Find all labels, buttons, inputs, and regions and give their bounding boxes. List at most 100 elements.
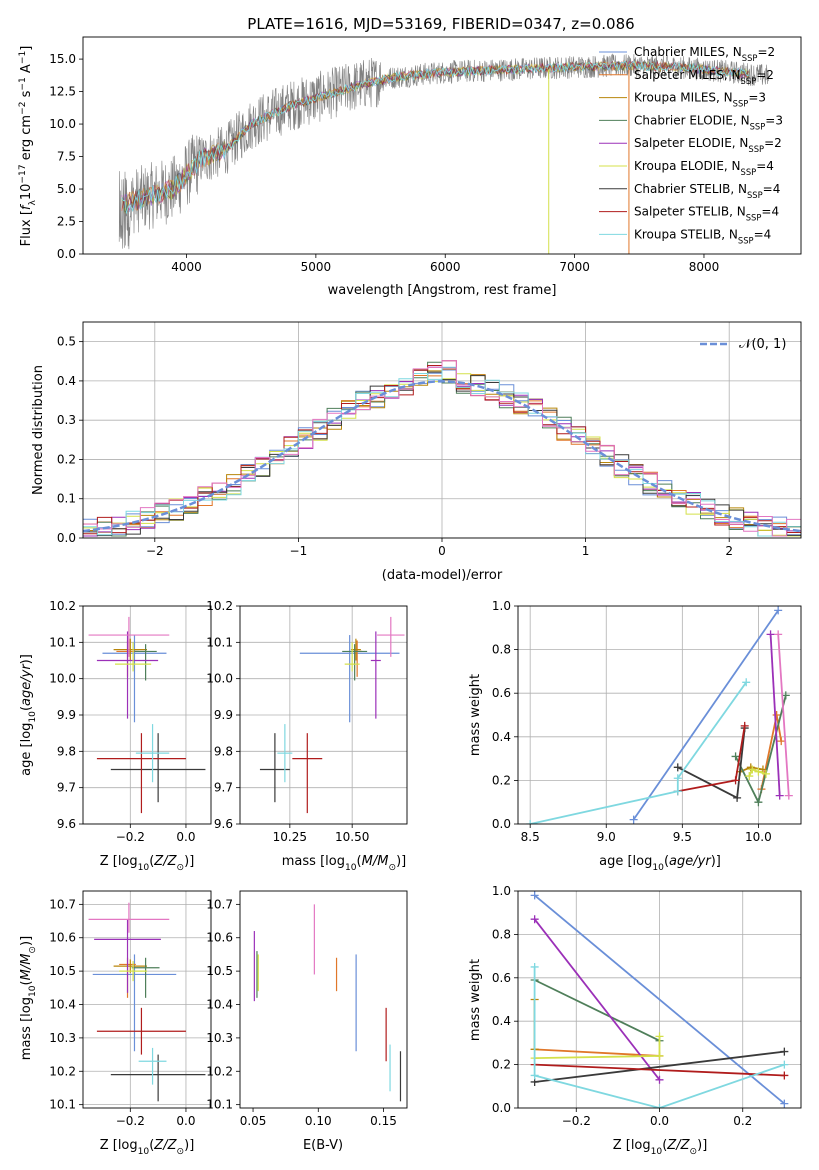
y-tick-label: 10.7 — [206, 897, 233, 911]
plus-marker — [733, 793, 742, 802]
x-tick-label: 0.05 — [240, 1114, 267, 1128]
histogram-series — [83, 360, 801, 537]
plus-marker — [777, 737, 786, 746]
y-tick-label: 0.0 — [492, 817, 511, 831]
axes-frame — [239, 605, 408, 825]
plus-marker — [673, 774, 682, 783]
x-tick-label: −2 — [146, 544, 164, 558]
weight-line — [534, 979, 660, 1042]
y-tick-label: 0.3 — [57, 413, 76, 427]
y-tick-label: 9.6 — [214, 817, 233, 831]
plus-marker — [530, 1071, 539, 1080]
y-tick-label: 0.6 — [492, 686, 511, 700]
legend-label: Kroupa MILES, NSSP=3 — [634, 91, 766, 109]
plus-marker — [673, 763, 682, 772]
plus-marker — [774, 630, 783, 639]
plus-marker — [754, 798, 763, 807]
data-spectrum-line — [118, 53, 769, 250]
y-tick-label: 10.0 — [49, 117, 76, 131]
y-tick-label: 0.5 — [57, 335, 76, 349]
x-tick-label: 8000 — [689, 260, 720, 274]
y-tick-label: 10.1 — [206, 635, 233, 649]
y-tick-label: 0.2 — [492, 1058, 511, 1072]
x-axis-label: mass [log10(M/M⊙)] — [282, 854, 406, 873]
plus-marker — [772, 711, 781, 719]
y-axis-label: Normed distribution — [31, 365, 46, 495]
weight-line — [534, 1063, 785, 1077]
y-tick-label: 10.4 — [206, 998, 233, 1012]
plus-marker — [629, 815, 638, 824]
y-tick-label: 1.0 — [492, 599, 511, 613]
plus-marker — [655, 1104, 664, 1108]
plus-marker — [781, 691, 790, 700]
panel-3: −0.2 0.0 9.6 9.7 9.8 9.9 10.0 10.1 10.2 — [49, 599, 212, 844]
weight-line — [777, 634, 790, 796]
x-axis-label: E(B-V) — [303, 1138, 343, 1153]
y-tick-label: 10.4 — [49, 998, 76, 1012]
panel-1: 4000 5000 6000 7000 8000 0.0 2.5 5.0 7.5 10.0 12.5… — [49, 36, 802, 274]
plus-marker — [530, 962, 539, 971]
x-tick-label: 0.15 — [370, 1114, 397, 1128]
weight-line — [534, 1048, 660, 1057]
y-axis-label: age [log10(age/yr)] — [19, 654, 38, 776]
y-tick-label: 7.5 — [57, 150, 76, 164]
weight-line — [534, 1050, 785, 1083]
y-tick-label: 10.2 — [49, 599, 76, 613]
y-tick-label: 0.4 — [492, 730, 511, 744]
plus-marker — [784, 791, 793, 800]
y-tick-label: 0.4 — [492, 1014, 511, 1028]
panel-5: 8.5 9.0 9.5 10.0 0.0 0.2 0.4 0.6 0.8 1.0 — [492, 599, 802, 844]
plus-marker — [742, 678, 751, 687]
plot-area — [240, 606, 407, 824]
y-tick-label: 0.2 — [57, 452, 76, 466]
y-tick-label: 10.7 — [49, 897, 76, 911]
plot-area — [118, 53, 769, 254]
plus-marker — [762, 769, 771, 778]
plus-marker — [731, 752, 740, 761]
x-tick-label: 0.0 — [176, 1114, 195, 1128]
x-tick-label: −0.2 — [562, 1114, 591, 1128]
chart-title: PLATE=1616, MJD=53169, FIBERID=0347, z=0… — [247, 15, 634, 33]
weight-line — [530, 681, 747, 824]
x-tick-label: 4000 — [171, 260, 202, 274]
y-tick-label: 10.5 — [206, 964, 233, 978]
plus-marker — [745, 772, 754, 781]
y-tick-label: 10.3 — [49, 1031, 76, 1045]
y-tick-label: 10.3 — [206, 1031, 233, 1045]
y-tick-label: 5.0 — [57, 182, 76, 196]
y-axis-label: mass weight — [468, 674, 483, 756]
y-tick-label: 10.2 — [206, 599, 233, 613]
weight-line — [769, 634, 781, 796]
plus-marker — [774, 606, 783, 615]
plus-marker — [526, 820, 535, 824]
histogram-series — [83, 366, 801, 537]
y-tick-label: 0.8 — [492, 927, 511, 941]
panel-4: 10.25 10.50 9.6 9.7 9.8 9.9 10.0 10.1 10.2 — [206, 599, 408, 844]
x-tick-label: 10.25 — [273, 830, 307, 844]
x-tick-label: 0.0 — [176, 830, 195, 844]
x-tick-label: 0.0 — [650, 1114, 669, 1128]
plot-area — [253, 904, 402, 1102]
legend-label: Salpeter MILES, NSSP=2 — [634, 68, 774, 86]
x-tick-label: −0.2 — [116, 1114, 145, 1128]
x-tick-label: 5000 — [301, 260, 332, 274]
axes-frame — [239, 890, 408, 1109]
plus-marker — [775, 791, 784, 800]
plus-marker — [530, 891, 539, 900]
axes-frame — [82, 321, 802, 539]
x-tick-label: −0.2 — [116, 830, 145, 844]
plus-marker — [780, 1071, 789, 1080]
x-axis-label: (data-model)/error — [382, 568, 503, 583]
x-axis-label: Z [log10(Z/Z⊙)] — [100, 1138, 195, 1157]
panel-8: −0.2 0.0 0.2 0.0 0.2 0.4 0.6 0.8 1.0 — [492, 884, 802, 1128]
y-tick-label: 10.2 — [206, 1064, 233, 1078]
x-tick-label: 0 — [438, 544, 446, 558]
weight-line — [534, 894, 785, 1105]
plot-area — [83, 891, 211, 1108]
panel-2: −2 −1 0 1 2 0.0 0.1 0.2 0.3 0.4 0.5 — [57, 321, 802, 558]
x-axis-label: Z [log10(Z/Z⊙)] — [613, 1138, 708, 1157]
legend-label: Kroupa STELIB, NSSP=4 — [634, 227, 771, 245]
y-tick-label: 0.2 — [492, 773, 511, 787]
weight-line — [533, 918, 661, 1081]
y-tick-label: 15.0 — [49, 52, 76, 66]
